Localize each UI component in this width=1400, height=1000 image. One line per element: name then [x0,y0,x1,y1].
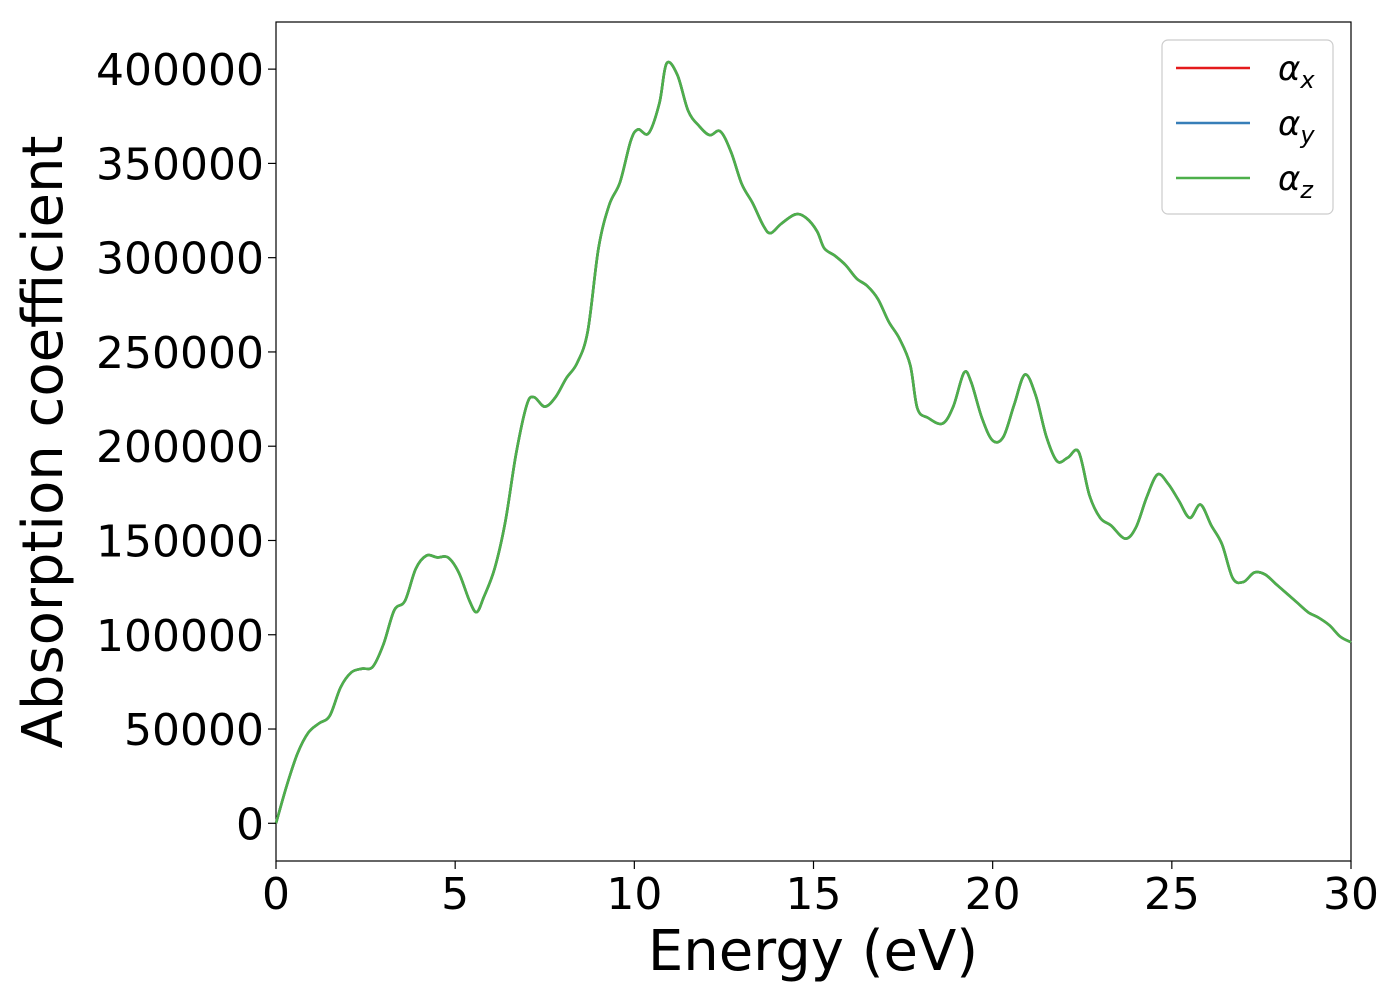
x-tick-label: 5 [441,869,469,920]
x-axis-title: Energy (eV) [648,919,978,984]
legend-entry-z: αz [1278,159,1314,204]
y-tick-label: 350000 [96,139,264,190]
x-tick-label: 0 [262,869,290,920]
x-tick-label: 25 [1144,869,1200,920]
y-tick-label: 400000 [96,45,264,96]
x-tick-label: 15 [786,869,842,920]
y-axis-title: Absorption coefficient [11,136,76,749]
legend-entry-x: αx [1278,49,1315,94]
series-layer [274,60,1352,824]
legend-box [1161,39,1334,215]
y-tick-label: 300000 [96,234,264,285]
series-line-z [274,60,1352,824]
x-tick-label: 30 [1323,869,1379,920]
y-tick-label: 150000 [96,516,264,567]
x-tick-label: 20 [965,869,1021,920]
y-tick-label: 100000 [96,611,264,662]
y-tick-label: 0 [236,799,264,850]
legend: αx αy αz [1161,39,1334,215]
x-axis: 0 5 10 15 20 25 30 [262,861,1379,920]
legend-entry-y: αy [1278,104,1315,149]
y-axis: 0 50000 100000 150000 200000 250000 300000 3500… [96,45,276,850]
y-tick-label: 250000 [96,328,264,379]
x-tick-label: 10 [606,869,662,920]
y-tick-label: 200000 [96,422,264,473]
y-tick-label: 50000 [124,705,264,756]
